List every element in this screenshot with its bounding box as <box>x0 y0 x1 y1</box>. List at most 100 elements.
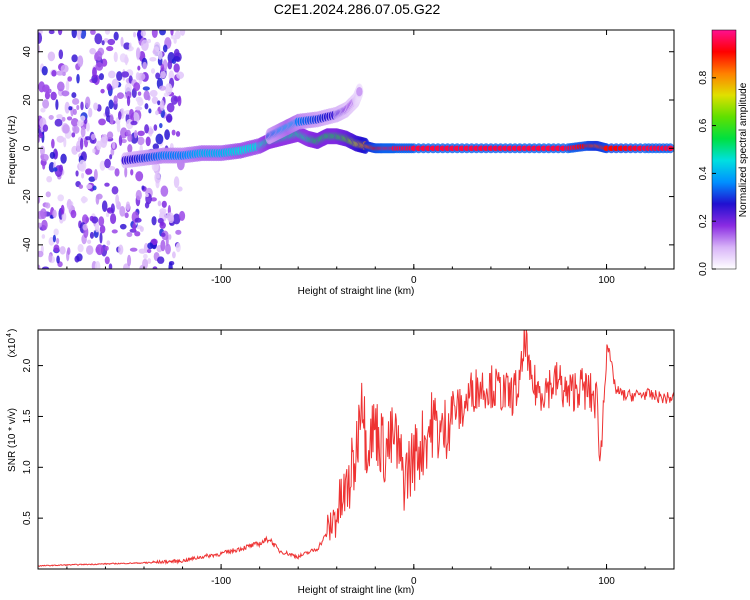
noise-blob <box>55 237 60 245</box>
noise-blob <box>89 48 97 55</box>
noise-blob <box>96 140 102 151</box>
noise-blob <box>70 209 77 219</box>
y-tick-label: 40 <box>22 46 33 58</box>
noise-blob <box>38 32 43 44</box>
noise-blob <box>50 91 57 101</box>
noise-blob <box>165 39 172 46</box>
noise-blob <box>108 70 116 79</box>
noise-blob <box>124 82 132 95</box>
noise-blob <box>166 102 175 113</box>
noise-blob <box>175 242 181 253</box>
noise-blob <box>57 30 63 36</box>
snr-y-scale-exponent: 4 <box>6 333 13 337</box>
noise-blob <box>99 232 103 244</box>
noise-blob <box>149 56 157 62</box>
noise-blob <box>117 111 122 120</box>
noise-blob <box>85 122 90 132</box>
noise-blob <box>147 258 152 264</box>
noise-blob <box>100 136 108 149</box>
noise-blob <box>58 49 64 60</box>
noise-blob <box>138 248 147 254</box>
noise-blob <box>142 61 148 70</box>
noise-blob <box>101 200 108 212</box>
noise-blob <box>80 196 88 203</box>
noise-blob <box>101 40 105 46</box>
noise-blob <box>45 191 51 198</box>
noise-blob <box>53 228 59 236</box>
ridge-mark <box>356 86 363 97</box>
noise-blob <box>46 175 53 183</box>
noise-blob <box>42 162 46 170</box>
noise-blob <box>125 91 132 99</box>
noise-blob <box>141 185 145 190</box>
noise-blob <box>173 48 180 58</box>
noise-blob <box>51 138 55 149</box>
snr-y-scale-close: ) <box>7 329 18 332</box>
noise-blob <box>105 106 110 118</box>
noise-blob <box>126 231 133 238</box>
noise-blob <box>78 184 84 189</box>
noise-blob <box>68 106 73 111</box>
noise-blob <box>106 83 112 91</box>
noise-blob <box>137 91 142 96</box>
noise-blob <box>118 134 123 146</box>
snr-y-scale-label: (x10 <box>7 338 18 358</box>
noise-blob <box>107 38 116 46</box>
colorbar-tick-label: 0.2 <box>698 214 709 228</box>
noise-blob <box>111 186 119 195</box>
x-tick-label: -100 <box>211 576 231 587</box>
noise-blob <box>145 136 151 147</box>
noise-blob <box>94 33 103 45</box>
noise-blob <box>93 102 99 111</box>
noise-blob <box>105 212 110 218</box>
noise-blob <box>76 105 80 110</box>
noise-blob <box>129 108 134 119</box>
noise-blob <box>124 166 128 178</box>
noise-blob <box>49 151 56 159</box>
noise-blob <box>114 168 120 177</box>
noise-blob <box>100 88 105 94</box>
x-tick-label: 100 <box>598 576 615 587</box>
snr-panel: -100 0 100 0.5 1.0 1.5 2.0 Height of straight… <box>6 329 675 596</box>
noise-blob <box>71 30 77 39</box>
noise-blob <box>128 42 132 51</box>
noise-blob <box>134 106 143 111</box>
snr-y-ticks: 0.5 1.0 1.5 2.0 <box>22 358 674 525</box>
noise-blob <box>108 263 113 269</box>
noise-blob <box>110 213 117 225</box>
noise-blob <box>178 210 186 221</box>
y-tick-label: 1.5 <box>22 409 33 423</box>
spectrogram-frame <box>37 29 675 270</box>
noise-blob <box>72 98 80 105</box>
noise-blob <box>94 261 101 269</box>
noise-blob <box>134 231 141 237</box>
noise-blob <box>159 30 166 36</box>
x-tick-label: 0 <box>411 576 417 587</box>
noise-blob <box>99 160 106 171</box>
noise-blob <box>179 30 186 36</box>
noise-blob <box>132 222 137 232</box>
noise-blob <box>95 244 104 256</box>
noise-blob <box>85 136 91 141</box>
noise-blob <box>170 30 174 36</box>
noise-blob <box>62 124 70 134</box>
noise-blob <box>135 72 140 81</box>
noise-blob <box>114 80 119 88</box>
noise-blob <box>66 198 72 210</box>
snr-y-label: SNR (10 * v/v) <box>7 408 18 472</box>
noise-blob <box>119 205 126 217</box>
noise-blob <box>89 215 95 222</box>
colorbar-ticks: 0.0 0.2 0.4 0.6 0.8 <box>698 70 716 276</box>
noise-blob <box>48 30 55 35</box>
noise-blob <box>88 176 96 182</box>
noise-blob <box>61 90 70 97</box>
noise-blob <box>75 170 79 177</box>
y-tick-label: 0 <box>22 145 33 151</box>
noise-blob <box>60 204 65 215</box>
noise-blob <box>54 118 63 127</box>
noise-blob <box>120 36 124 47</box>
chart-title: C2E1.2024.286.07.05.G22 <box>274 1 441 17</box>
noise-blob <box>112 141 116 150</box>
noise-blob <box>160 232 166 237</box>
